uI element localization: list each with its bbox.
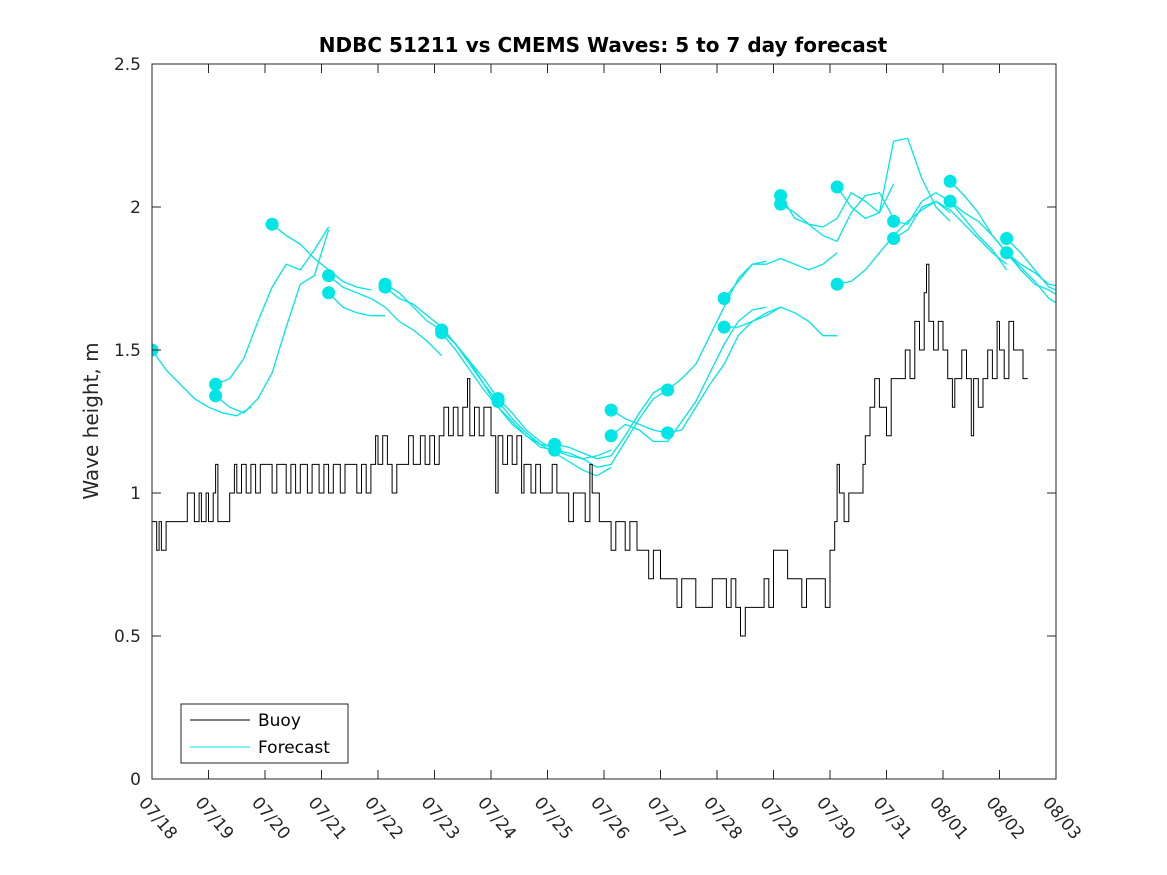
buoy-line bbox=[152, 263, 1028, 637]
y-tick-label: 1 bbox=[130, 484, 141, 504]
y-tick-label: 2.5 bbox=[114, 55, 141, 75]
forecast-start-marker-18 bbox=[661, 426, 675, 440]
forecast-line-15 bbox=[610, 409, 668, 434]
forecast-start-marker-17 bbox=[661, 383, 675, 397]
legend: Buoy Forecast bbox=[180, 703, 349, 764]
y-tick-label: 2 bbox=[130, 198, 141, 218]
forecast-line-1 bbox=[152, 349, 252, 417]
forecast-line-16 bbox=[610, 306, 767, 443]
forecast-line-13 bbox=[554, 383, 668, 460]
y-tick-label: 0.5 bbox=[114, 627, 141, 647]
y-tick-label: 0 bbox=[130, 770, 141, 790]
forecast-start-marker-3 bbox=[209, 389, 223, 403]
forecast-start-marker-15 bbox=[604, 403, 618, 417]
plot-clip-group bbox=[152, 137, 1056, 637]
forecast-line-14 bbox=[554, 389, 668, 468]
forecast-line-29 bbox=[1006, 238, 1056, 291]
forecast-start-marker-12 bbox=[491, 395, 505, 408]
forecast-line-22 bbox=[780, 191, 895, 243]
forecast-start-marker-24 bbox=[830, 277, 844, 291]
forecast-start-marker-28 bbox=[943, 194, 957, 208]
forecast-start-marker-4 bbox=[265, 217, 279, 231]
forecast-line-5 bbox=[328, 275, 443, 357]
forecast-line-23 bbox=[836, 137, 951, 222]
forecast-line-30 bbox=[1006, 252, 1056, 304]
forecast-start-marker-29 bbox=[1000, 232, 1014, 245]
forecast-start-marker-26 bbox=[887, 232, 901, 245]
forecast-line-19 bbox=[723, 260, 767, 299]
forecast-start-marker-6 bbox=[322, 286, 336, 300]
forecast-start-marker-23 bbox=[830, 180, 844, 194]
forecast-start-marker-8 bbox=[378, 280, 392, 294]
forecast-start-marker-22 bbox=[774, 197, 788, 211]
forecast-start-marker-19 bbox=[717, 292, 731, 305]
forecast-start-marker-2 bbox=[209, 377, 223, 391]
chart-title: NDBC 51211 vs CMEMS Waves: 5 to 7 day fo… bbox=[319, 33, 888, 57]
forecast-line-4 bbox=[271, 223, 372, 291]
forecast-start-marker-20 bbox=[717, 320, 731, 334]
forecast-line-3 bbox=[215, 229, 330, 414]
legend-box bbox=[180, 703, 349, 764]
forecast-line-26 bbox=[893, 200, 1008, 265]
y-axis-label: Wave height, m bbox=[79, 342, 103, 499]
forecast-line-20 bbox=[724, 306, 781, 328]
forecast-start-marker-5 bbox=[322, 269, 336, 283]
forecast-line-2 bbox=[215, 226, 330, 385]
plot-area bbox=[152, 137, 1056, 637]
legend-buoy-label: Buoy bbox=[258, 711, 301, 731]
forecast-start-marker-14 bbox=[548, 443, 562, 457]
y-tick-label: 1.5 bbox=[114, 341, 141, 361]
legend-forecast-label: Forecast bbox=[258, 738, 330, 758]
forecast-start-marker-30 bbox=[1000, 246, 1014, 260]
forecast-start-marker-27 bbox=[943, 174, 957, 188]
forecast-start-marker-25 bbox=[887, 214, 901, 228]
forecast-start-marker-16 bbox=[604, 429, 618, 443]
forecast-line-21 bbox=[780, 183, 895, 228]
forecast-line-6 bbox=[328, 292, 386, 317]
forecast-start-marker-10 bbox=[435, 326, 449, 340]
